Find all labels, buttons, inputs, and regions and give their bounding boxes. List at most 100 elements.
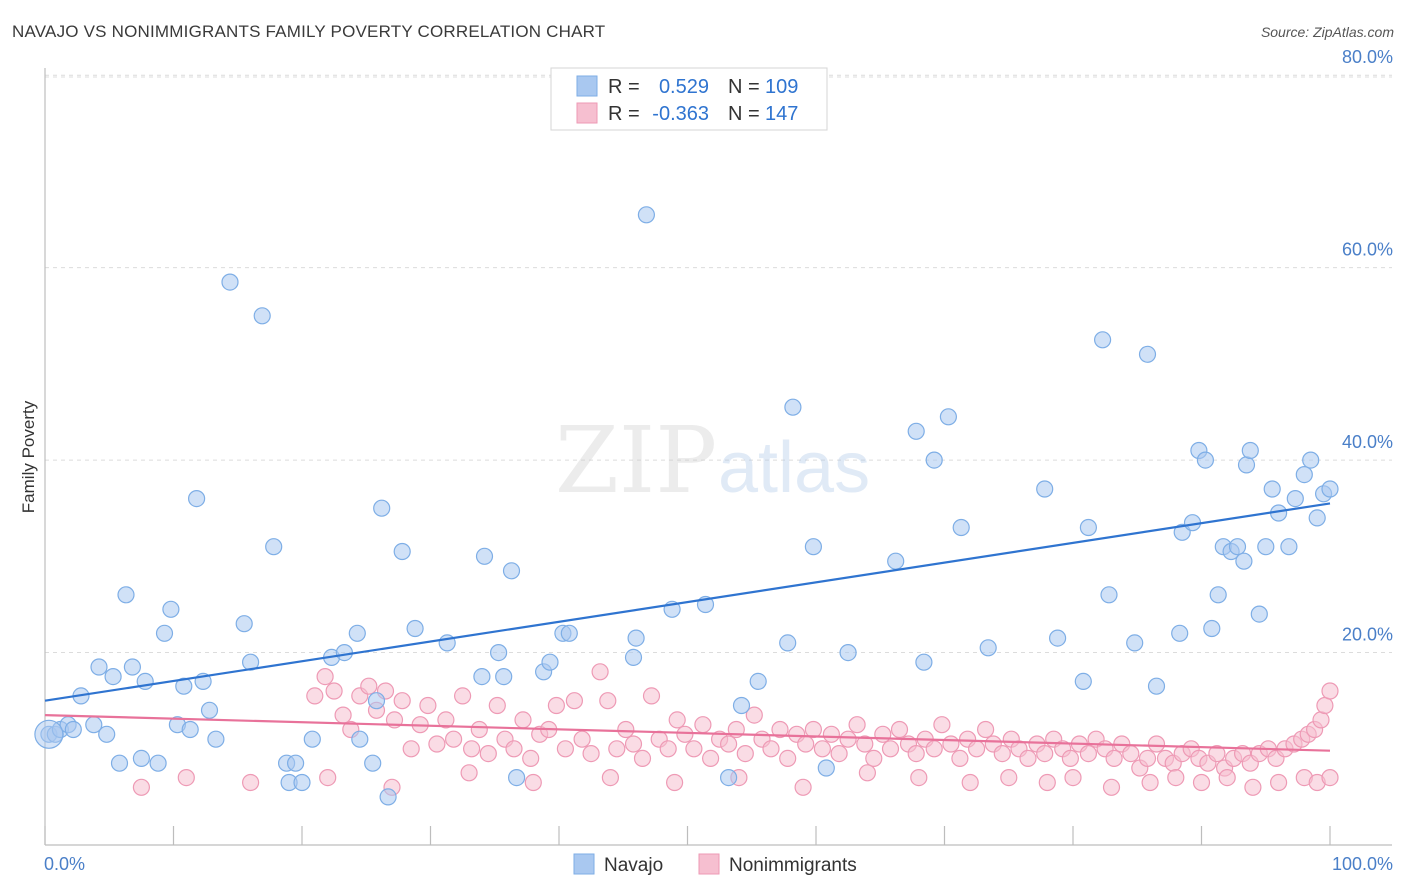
legend-r-value-nonimmigrants: -0.363	[652, 103, 709, 125]
nonimmigrants-point	[942, 735, 960, 753]
navajo-point	[502, 562, 521, 580]
navajo-point	[507, 768, 526, 787]
y-tick-label-60: 60.0%	[1342, 240, 1393, 260]
nonimmigrants-point	[907, 744, 925, 763]
navajo-point	[1209, 586, 1227, 604]
legend-swatch-nonimmigrants	[576, 102, 598, 124]
navajo-point	[235, 615, 253, 633]
navajo-point	[939, 408, 958, 426]
x-tick-label-max: 100.0%	[1332, 854, 1393, 874]
navajo-point	[1286, 490, 1304, 508]
nonimmigrants-point	[1321, 682, 1339, 700]
navajo-point	[1074, 672, 1092, 691]
chart-title: NAVAJO VS NONIMMIGRANTS FAMILY POVERTY C…	[12, 22, 606, 41]
nonimmigrants-point	[1061, 749, 1080, 768]
trend-layer	[44, 502, 1331, 752]
gridlines	[45, 74, 1392, 654]
navajo-point	[104, 667, 122, 686]
bottom-legend-label-navajo: Navajo	[604, 855, 663, 876]
navajo-point	[1171, 624, 1189, 642]
navajo-point	[335, 643, 353, 662]
nonimmigrants-point	[1064, 768, 1082, 787]
nonimmigrants-point	[1316, 696, 1334, 715]
y-tick-label-80: 80.0%	[1342, 47, 1393, 67]
nonimmigrants-point	[565, 692, 584, 710]
nonimmigrants-point	[676, 725, 694, 743]
bottom-legend-label-nonimmigrants: Nonimmigrants	[729, 855, 857, 876]
nonimmigrants-point	[659, 740, 677, 758]
nonimmigrants-point	[1036, 744, 1054, 763]
nonimmigrants-point	[719, 735, 738, 753]
y-tick-labels: 20.0% 40.0% 60.0% 80.0%	[1342, 47, 1393, 644]
nonimmigrants-point	[428, 735, 446, 753]
nonimmigrants-point	[325, 682, 343, 700]
bottom-legend-swatch-nonimmigrants	[698, 853, 720, 875]
navajo-point	[64, 720, 82, 739]
nonimmigrants-point	[591, 663, 609, 681]
navajo-point	[155, 624, 174, 642]
nonimmigrants-point	[1321, 768, 1339, 787]
navajo-point	[1295, 466, 1313, 484]
navajo-point	[749, 672, 767, 691]
nonimmigrants-point	[316, 667, 334, 686]
nonimmigrants-point	[665, 773, 684, 792]
navajo-point	[887, 552, 905, 570]
navajo-point	[624, 648, 643, 667]
navajo-point	[1302, 451, 1320, 469]
y-axis-title: Family Poverty	[19, 400, 38, 513]
nonimmigrants-point	[813, 740, 832, 758]
nonimmigrants-point	[1312, 711, 1330, 729]
nonimmigrants-point	[839, 730, 857, 748]
navajo-point	[915, 653, 933, 671]
nonimmigrants-point	[822, 725, 841, 743]
nonimmigrants-point	[668, 711, 686, 729]
navajo-point	[560, 624, 578, 642]
nonimmigrants-point	[848, 716, 866, 734]
nonimmigrants-point	[830, 744, 848, 763]
nonimmigrants-point	[601, 768, 620, 787]
nonimmigrants-point	[573, 730, 591, 748]
nonimmigrants-trend-line	[44, 714, 1331, 752]
nonimmigrants-point	[360, 677, 378, 695]
nonimmigrants-point	[890, 720, 909, 739]
nonimmigrants-point	[306, 687, 324, 705]
navajo-point	[221, 273, 239, 291]
nonimmigrants-point	[608, 740, 626, 758]
navajo-point	[265, 538, 283, 556]
navajo-point	[1100, 586, 1118, 604]
navajo-point	[367, 692, 386, 710]
nonimmigrants-point	[547, 696, 566, 715]
bottom-legend: Navajo Nonimmigrants	[573, 853, 857, 876]
navajo-point	[175, 677, 193, 695]
navajo-point	[1308, 509, 1326, 527]
nonimmigrants-point	[881, 740, 900, 758]
nonimmigrants-point	[771, 720, 789, 739]
navajo-point	[817, 759, 835, 777]
nonimmigrants-point	[488, 696, 506, 715]
watermark-zip: ZIP	[555, 407, 717, 514]
navajo-point	[839, 643, 857, 662]
nonimmigrants-point	[445, 730, 463, 748]
y-tick-label-20: 20.0%	[1342, 625, 1393, 645]
nonimmigrants-point	[1079, 744, 1098, 763]
nonimmigrants-point	[522, 749, 540, 768]
navajo-point	[1147, 677, 1166, 695]
chart-source: Source: ZipAtlas.com	[1260, 24, 1394, 40]
navajo-point	[1235, 552, 1253, 570]
nonimmigrants-point	[642, 687, 661, 705]
legend-n-value-navajo: 109	[765, 76, 798, 98]
nonimmigrants-point	[470, 720, 488, 739]
navajo-point	[364, 754, 382, 772]
legend-box: R = 0.529 N = 109 R = -0.363 N = 147	[550, 67, 828, 131]
navajo-point	[541, 653, 559, 671]
navajo-point	[162, 600, 180, 618]
navajo-point	[1250, 605, 1268, 623]
nonimmigrants-point	[1192, 773, 1211, 792]
nonimmigrants-point	[993, 744, 1011, 763]
navajo-point	[393, 542, 411, 561]
navajo-point	[979, 639, 997, 657]
navajo-point	[719, 768, 738, 787]
nonimmigrants-point	[685, 740, 703, 758]
navajo-point	[1126, 634, 1144, 652]
